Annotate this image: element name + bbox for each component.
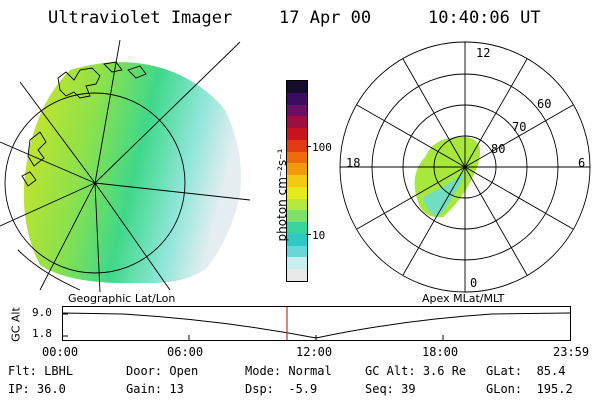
colorbar-segment <box>287 116 307 129</box>
footer-dsp: Dsp: -5.9 <box>245 382 318 396</box>
mlt-label-18: 18 <box>346 156 361 170</box>
timeline-ylabel: GC Alt <box>9 307 23 342</box>
footer-mode: Mode: Normal <box>245 364 332 378</box>
colorbar-segment <box>287 92 307 105</box>
timeline-xtick-2359: 23:59 <box>553 345 590 359</box>
polar-plot <box>339 41 591 293</box>
colorbar-segment <box>287 175 307 187</box>
colorbar-unit-label: photon cm⁻²s⁻¹ <box>275 148 289 242</box>
lat-label-80: 80 <box>491 142 506 156</box>
footer-gc-alt: GC Alt: 3.6 Re <box>365 364 467 378</box>
altitude-curve <box>62 312 571 339</box>
footer-door: Door: Open <box>126 364 199 378</box>
lat-label-70: 70 <box>512 120 527 134</box>
colorbar-segment <box>287 104 307 117</box>
mlt-label-12: 12 <box>476 46 491 60</box>
time-label: 10:40:06 UT <box>428 8 541 28</box>
timeline-xtick-0600: 06:00 <box>167 345 204 359</box>
colorbar-segment <box>287 210 307 223</box>
mlt-label-6: 6 <box>578 156 586 170</box>
colorbar-segment <box>287 257 307 270</box>
footer-gain: Gain: 13 <box>126 382 184 396</box>
colorbar-segment <box>287 233 307 246</box>
mlt-label-0: 0 <box>470 276 478 290</box>
colorbar <box>286 80 308 282</box>
geographic-projection-label: Geographic Lat/Lon <box>68 292 176 305</box>
footer-ip: IP: 36.0 <box>8 382 66 396</box>
lat-label-60: 60 <box>537 97 552 111</box>
colorbar-segment <box>287 269 307 281</box>
latlon-grid <box>0 39 251 293</box>
timeline-xtick-1800: 18:00 <box>422 345 459 359</box>
footer-flt: Flt: LBHL <box>8 364 74 378</box>
coastline-lines <box>17 61 147 291</box>
geographic-map <box>0 39 251 293</box>
colorbar-segment <box>287 198 307 211</box>
instrument-title: Ultraviolet Imager <box>48 8 233 28</box>
footer-glon: GLon: 195.2 <box>486 382 573 396</box>
timeline-xtick-1200: 12:00 <box>296 345 333 359</box>
date-label: 17 Apr 00 <box>279 8 372 28</box>
footer-glat: GLat: 85.4 <box>486 364 566 378</box>
colorbar-segment <box>287 80 307 93</box>
colorbar-tick-10: 10 <box>312 229 326 242</box>
timeline-ytick-1-8: 1.8 <box>32 327 52 340</box>
footer-seq: Seq: 39 <box>365 382 416 396</box>
colorbar-segment <box>287 245 307 258</box>
timeline-ytick-9: 9.0 <box>32 306 52 319</box>
timeline-xtick-0000: 00:00 <box>42 345 79 359</box>
colorbar-segment <box>287 128 307 140</box>
colorbar-segment <box>287 186 307 199</box>
colorbar-segment <box>287 163 307 176</box>
auroral-image <box>23 62 241 284</box>
colorbar-segment <box>287 139 307 152</box>
colorbar-segment <box>287 151 307 164</box>
colorbar-segment <box>287 222 307 234</box>
colorbar-tick-100: 100 <box>312 141 332 154</box>
timeline-plot <box>62 306 571 341</box>
apex-projection-label: Apex MLat/MLT <box>422 292 505 305</box>
